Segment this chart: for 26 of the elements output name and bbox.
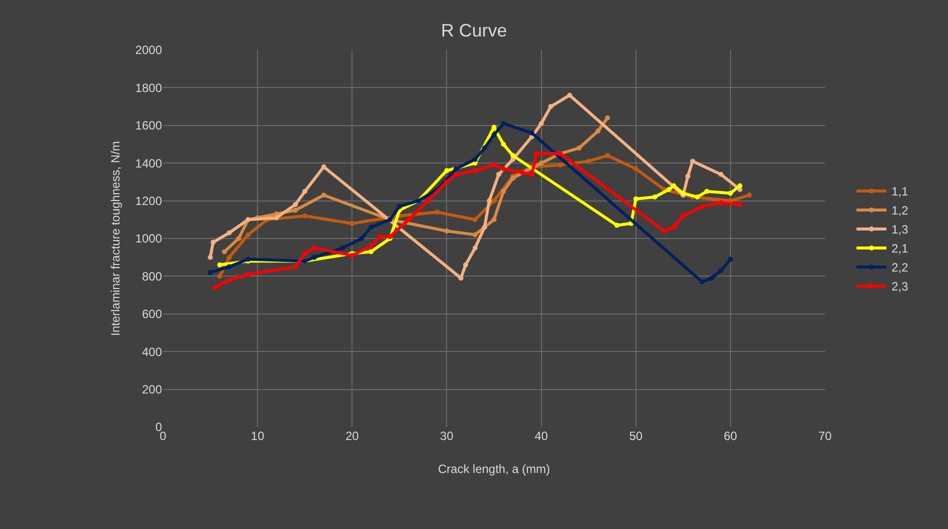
y-tick-label: 1600 bbox=[135, 118, 162, 133]
legend-label: 1,2 bbox=[891, 204, 908, 218]
y-tick-label: 800 bbox=[142, 269, 162, 284]
x-axis-title: Crack length, a (mm) bbox=[438, 462, 550, 476]
x-tick-label: 60 bbox=[724, 429, 738, 443]
x-tick-label: 30 bbox=[440, 429, 454, 443]
y-axis-title: Interlaminar fracture toughness, N/m bbox=[108, 141, 123, 336]
legend-label: 1,3 bbox=[891, 222, 908, 237]
y-tick-label: 1200 bbox=[135, 194, 162, 208]
y-tick-label: 1800 bbox=[135, 80, 162, 95]
legend-label: 2,1 bbox=[891, 242, 908, 256]
x-tick-label: 10 bbox=[250, 429, 265, 443]
x-tick-label: 20 bbox=[345, 429, 360, 443]
y-tick-label: 1000 bbox=[135, 232, 162, 246]
legend-label: 2,3 bbox=[891, 280, 908, 294]
y-tick-label: 600 bbox=[142, 307, 162, 322]
y-tick-label: 1400 bbox=[135, 156, 162, 170]
y-tick-label: 2000 bbox=[135, 43, 162, 58]
legend-label: 1,1 bbox=[891, 184, 908, 199]
x-tick-label: 40 bbox=[534, 429, 548, 443]
y-tick-label: 400 bbox=[142, 344, 162, 359]
legend-label: 2,2 bbox=[891, 260, 908, 275]
chart-title: R Curve bbox=[440, 20, 508, 40]
y-tick-label: 200 bbox=[142, 382, 162, 396]
x-tick-label: 70 bbox=[818, 429, 832, 443]
x-tick-label: 50 bbox=[629, 429, 643, 443]
